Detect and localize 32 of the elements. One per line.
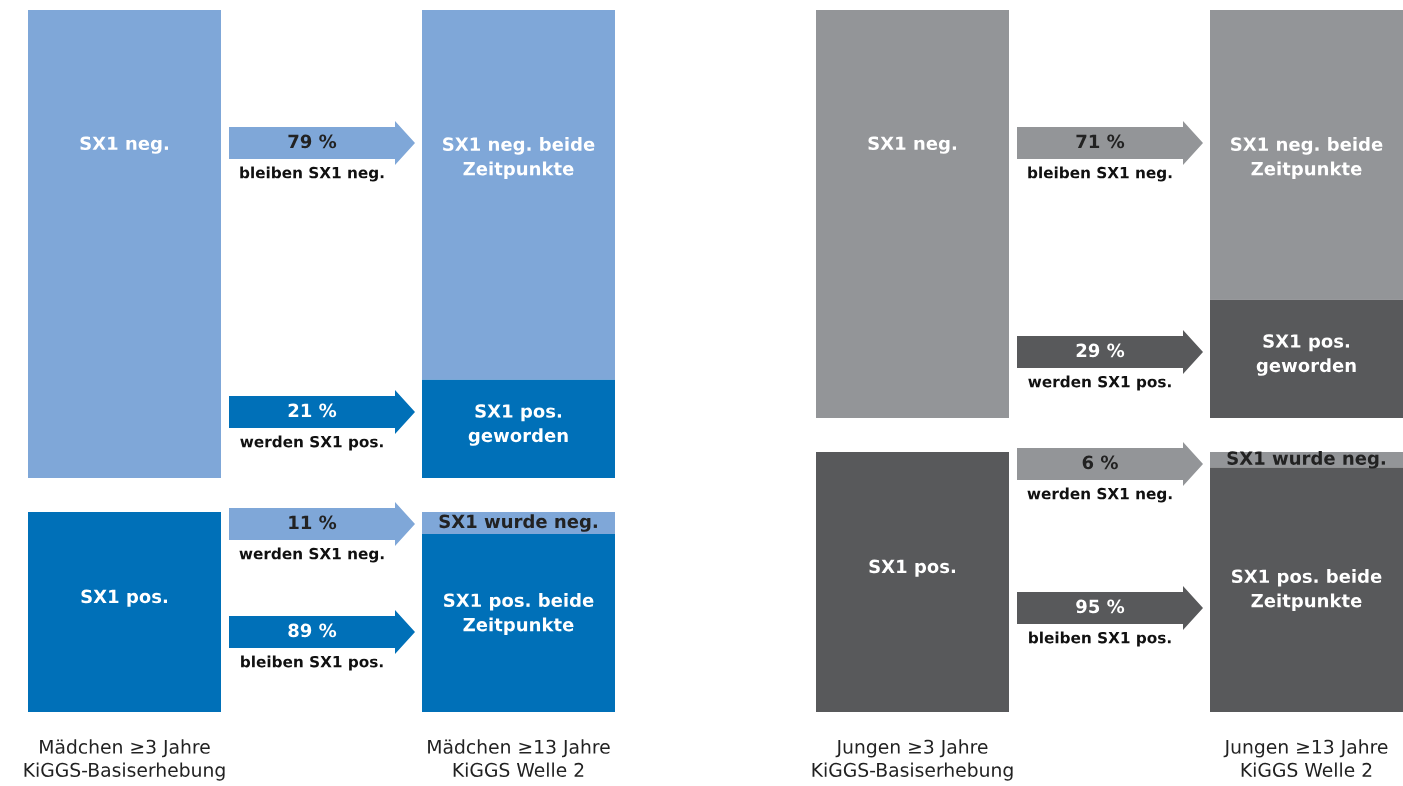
category-label: bleiben SX1 pos. (1029, 631, 1171, 647)
text: Mädchen ≥3 Jahre KiGGS-Basiserhebung (24, 739, 225, 781)
text: Jungen ≥13 Jahre KiGGS Welle 2 (1223, 739, 1388, 778)
data-label: 6 % (1082, 455, 1118, 470)
text: SX1 pos. (869, 559, 956, 577)
data-label: 11 % (289, 515, 337, 530)
data-label: 29 % (1076, 343, 1125, 358)
text: SX1 pos. geworden (1256, 334, 1356, 376)
text: SX1 pos. (81, 589, 168, 607)
data-label: 71 % (1076, 134, 1125, 149)
text: SX1 pos. beide Zeitpunkte (1232, 569, 1382, 611)
text: Mädchen ≥13 Jahre KiGGS Welle 2 (428, 739, 610, 778)
data-label: 89 % (288, 623, 337, 638)
data-label: 21 % (288, 403, 337, 418)
category-label: bleiben SX1 neg. (1028, 166, 1172, 182)
category-label: werden SX1 neg. (239, 547, 384, 563)
category-label: werden SX1 neg. (1027, 487, 1172, 503)
data-label: 79 % (288, 134, 337, 149)
category-label: bleiben SX1 neg. (240, 166, 384, 182)
text: SX1 neg. beide Zeitpunkte (443, 137, 595, 179)
text: SX1 wurde neg. (439, 514, 597, 532)
text: SX1 pos. geworden (468, 404, 568, 446)
text: SX1 neg. (80, 136, 168, 154)
text: Jungen ≥3 Jahre KiGGS-Basiserhebung (812, 739, 1013, 781)
category-label: werden SX1 pos. (1028, 375, 1171, 391)
text: SX1 wurde neg. (1227, 450, 1385, 469)
text: SX1 pos. beide Zeitpunkte (444, 593, 594, 635)
category-label: werden SX1 pos. (240, 435, 383, 451)
text: SX1 neg. (868, 136, 956, 154)
data-label: 95 % (1076, 599, 1125, 614)
category-label: bleiben SX1 pos. (241, 655, 383, 671)
text: SX1 neg. beide Zeitpunkte (1231, 137, 1383, 179)
